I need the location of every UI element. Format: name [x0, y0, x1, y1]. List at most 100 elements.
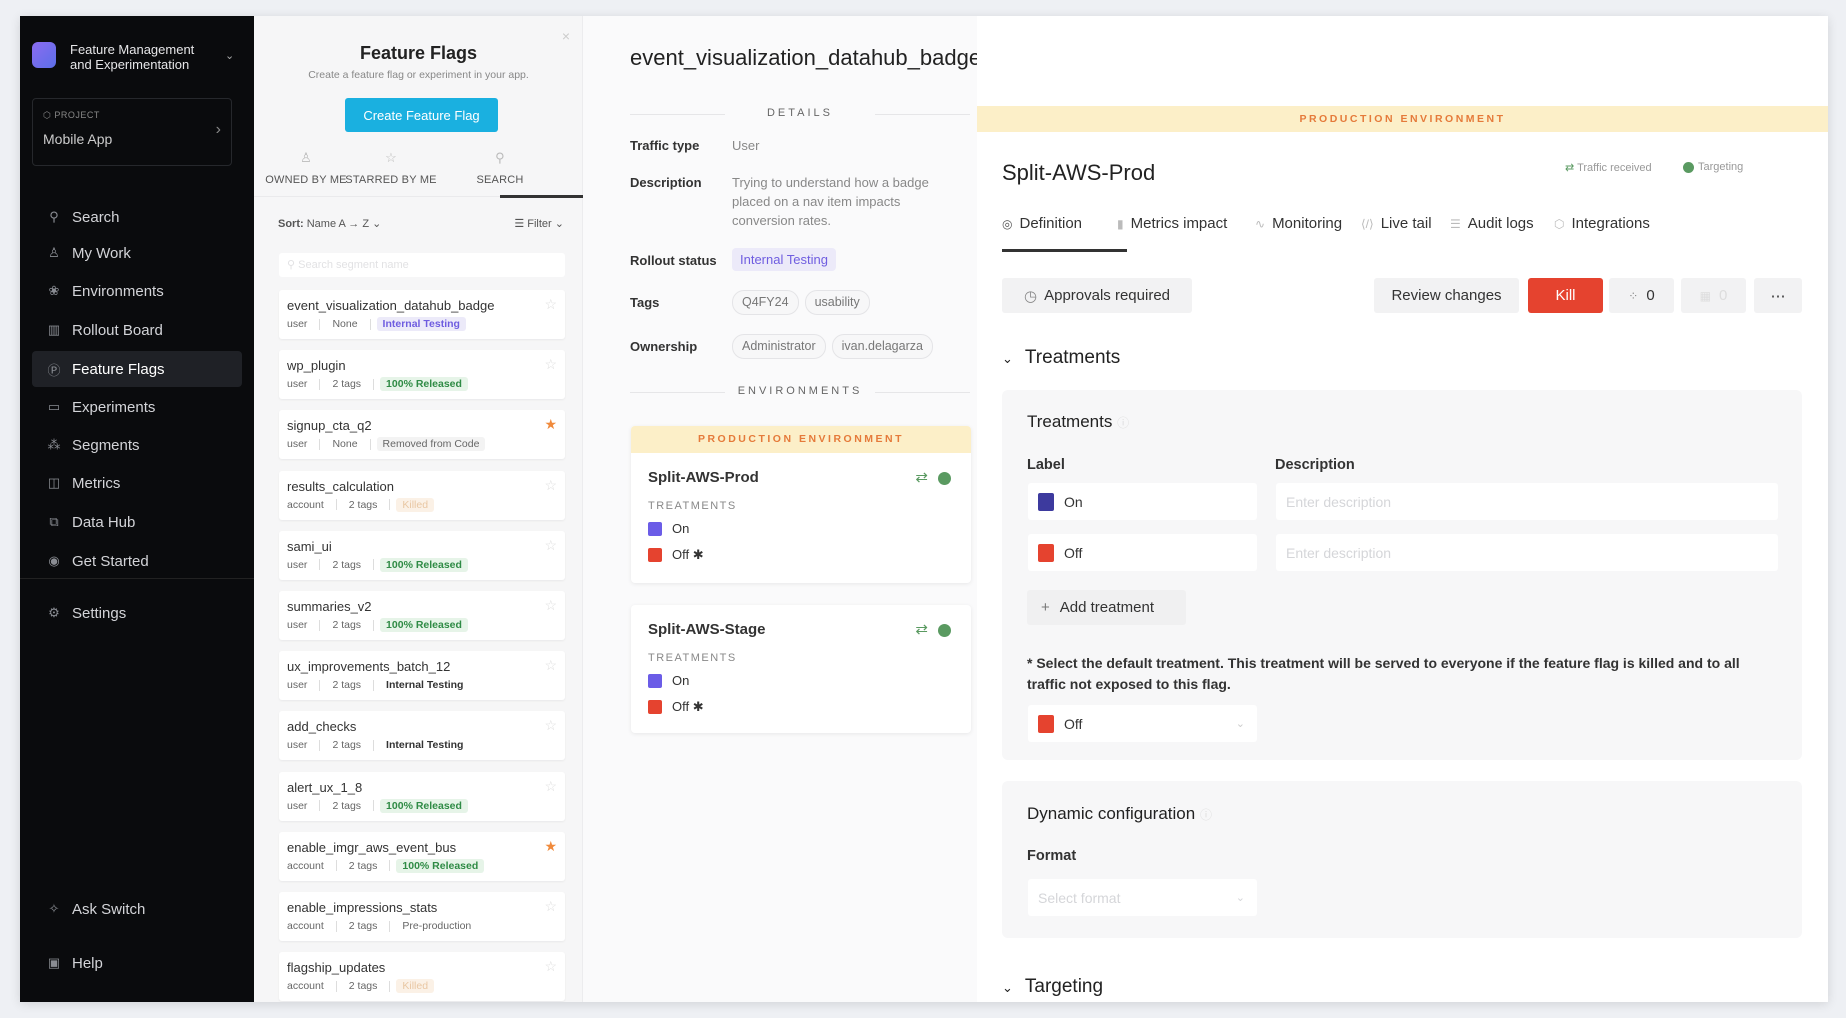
flag-list-item[interactable]: signup_cta_q2 user None Removed from Code …: [279, 410, 565, 460]
search-icon: ⚲: [49, 209, 59, 224]
flag-icon: Ⓟ: [47, 362, 61, 378]
chevron-right-icon: ›: [215, 121, 221, 138]
tag-pill[interactable]: Q4FY24: [732, 290, 799, 315]
ownership-label: Ownership: [630, 339, 698, 354]
project-selector[interactable]: ⬡ PROJECT Mobile App ›: [32, 98, 232, 166]
flag-list-panel: × Feature Flags Create a feature flag or…: [254, 16, 583, 1002]
environment-card-prod[interactable]: PRODUCTION ENVIRONMENT Split-AWS-Prod ⇄ …: [631, 426, 971, 583]
metrics-icon: ◫: [47, 475, 61, 490]
owner-pill[interactable]: ivan.delagarza: [831, 334, 933, 359]
star-icon[interactable]: ☆: [544, 958, 557, 975]
divider: [20, 578, 254, 579]
close-icon[interactable]: ×: [561, 28, 570, 44]
star-icon[interactable]: ☆: [544, 296, 557, 312]
star-icon[interactable]: ☆: [544, 657, 557, 674]
sidebar-item-metrics[interactable]: ◫ Metrics: [47, 474, 121, 492]
star-icon[interactable]: ☆: [544, 536, 557, 553]
flag-list-item[interactable]: alert_ux_1_8 user 2 tags 100% Released ☆: [279, 771, 565, 821]
info-icon[interactable]: ⓘ: [1199, 808, 1212, 822]
status-dot: [1683, 161, 1694, 173]
calendar-icon: ▦: [1699, 288, 1711, 303]
treatment-color-swatch[interactable]: [1038, 492, 1054, 511]
flag-list-item[interactable]: flagship_updates account 2 tags Killed ☆: [279, 952, 565, 1002]
tab-starred-by-me[interactable]: ☆ STARRED BY ME: [341, 150, 441, 186]
treatment-description-input[interactable]: Enter description: [1276, 483, 1778, 520]
owners-list: Administrator ivan.delagarza: [732, 334, 939, 359]
sidebar-item-search[interactable]: ⚲ Search: [32, 199, 242, 235]
star-icon[interactable]: ★: [544, 837, 557, 854]
info-icon[interactable]: ⓘ: [1117, 416, 1130, 430]
flag-list-item[interactable]: results_calculation account 2 tags Killed …: [279, 470, 565, 520]
sidebar-item-get-started[interactable]: ◉ Get Started: [32, 543, 242, 579]
sidebar-item-experiments[interactable]: ▭ Experiments: [47, 398, 156, 416]
sidebar-item-rollout-board[interactable]: ▥ Rollout Board: [47, 321, 163, 339]
sort-dropdown[interactable]: Sort: Name A → Z ⌄: [278, 218, 382, 230]
sidebar-item-data-hub[interactable]: ⧉ Data Hub: [32, 504, 242, 540]
schedule-count-button[interactable]: ▦ 0: [1681, 278, 1746, 313]
sidebar-item-environments[interactable]: ❀ Environments: [32, 273, 242, 309]
tab-metrics-impact[interactable]: ▮ Metrics impact: [1117, 215, 1228, 232]
sidebar-item-settings[interactable]: ⚙ Settings: [32, 595, 242, 631]
sidebar-item-ask-switch[interactable]: ✧ Ask Switch: [32, 891, 242, 927]
kill-button[interactable]: Kill: [1528, 278, 1603, 313]
more-options-icon[interactable]: ⋯: [1754, 278, 1802, 313]
tab-definition[interactable]: ◎ Definition: [1002, 215, 1083, 232]
star-icon[interactable]: ☆: [544, 356, 557, 373]
description-value: Trying to understand how a badge placed …: [732, 175, 929, 228]
data-hub-icon: ⧉: [49, 514, 59, 529]
status-badge: 100% Released: [396, 858, 485, 873]
treatment-description-input[interactable]: Enter description: [1276, 534, 1778, 571]
treatment-color-swatch[interactable]: [1038, 543, 1054, 562]
filter-button[interactable]: ☰ Filter ⌄: [514, 218, 564, 230]
star-icon[interactable]: ☆: [544, 717, 557, 734]
owner-pill[interactable]: Administrator: [732, 334, 826, 359]
flag-list-item[interactable]: sami_ui user 2 tags 100% Released ☆: [279, 530, 565, 580]
flag-list-item[interactable]: summaries_v2 user 2 tags 100% Released ☆: [279, 591, 565, 640]
star-icon[interactable]: ☆: [544, 597, 557, 613]
treatment-label-input[interactable]: On: [1028, 483, 1257, 520]
sidebar-item-segments[interactable]: ⁂ Segments: [47, 436, 140, 454]
star-icon[interactable]: ☆: [544, 476, 557, 493]
create-feature-flag-button[interactable]: Create Feature Flag: [345, 98, 498, 132]
tab-search[interactable]: ⚲ SEARCH: [450, 150, 550, 186]
rollout-status-badge[interactable]: Internal Testing: [732, 248, 836, 271]
rollout-status-label: Rollout status: [630, 253, 717, 268]
star-icon[interactable]: ☆: [544, 777, 557, 794]
tags-label: Tags: [630, 295, 660, 310]
tab-live-tail[interactable]: ⟨/⟩ Live tail: [1361, 215, 1432, 232]
flag-list-item[interactable]: add_checks user 2 tags Internal Testing ☆: [279, 711, 565, 761]
sidebar: Feature Management and Experimentation ⌄ …: [20, 16, 254, 1002]
sidebar-item-my-work[interactable]: ♙ My Work: [32, 235, 242, 271]
review-changes-button[interactable]: Review changes: [1374, 278, 1519, 313]
flag-list-item[interactable]: wp_plugin user 2 tags 100% Released ☆: [279, 350, 565, 400]
tab-integrations[interactable]: ⬡ Integrations: [1554, 215, 1650, 232]
default-treatment-select[interactable]: Off ⌄: [1028, 705, 1257, 742]
star-icon[interactable]: ☆: [544, 898, 557, 914]
star-icon[interactable]: ★: [544, 416, 557, 433]
format-select[interactable]: Select format ⌄: [1028, 879, 1257, 916]
flag-list-item[interactable]: enable_imgr_aws_event_bus account 2 tags 1…: [279, 831, 565, 881]
flag-list-item[interactable]: enable_impressions_stats account 2 tags Pr…: [279, 892, 565, 941]
sidebar-item-help[interactable]: ▣ Help: [47, 954, 103, 972]
tag-pill[interactable]: usability: [804, 290, 870, 315]
tab-monitoring[interactable]: ∿ Monitoring: [1255, 215, 1343, 232]
add-treatment-button[interactable]: + Add treatment: [1027, 590, 1186, 625]
tab-owned-by-me[interactable]: ♙ OWNED BY ME: [256, 150, 356, 186]
format-label: Format: [1027, 848, 1077, 864]
search-icon: ⚲: [495, 150, 505, 165]
environment-card-stage[interactable]: Split-AWS-Stage ⇄ TREATMENTS On Off ✱: [631, 605, 971, 733]
tab-audit-logs[interactable]: ☰ Audit logs: [1450, 215, 1534, 232]
environment-name: Split-AWS-Prod: [648, 469, 759, 486]
chevron-down-icon[interactable]: ⌄: [225, 50, 235, 62]
app-name[interactable]: Feature Management and Experimentation: [70, 42, 195, 72]
flag-list-item[interactable]: ux_improvements_batch_12 user 2 tags Inter…: [279, 651, 565, 701]
treatment-label-input[interactable]: Off: [1028, 534, 1257, 571]
segments-count-button[interactable]: ⁘ 0: [1609, 278, 1674, 313]
treatments-section-toggle[interactable]: ⌄ Treatments: [1002, 347, 1121, 368]
targeting-section-toggle[interactable]: ⌄ Targeting: [1002, 976, 1104, 997]
treatments-title: Treatments: [1027, 412, 1113, 431]
approvals-required-button[interactable]: ◷ Approvals required: [1002, 278, 1192, 313]
flag-list-item[interactable]: event_visualization_datahub_badge user No…: [279, 290, 565, 339]
search-input[interactable]: ⚲ Search segment name: [279, 253, 565, 277]
sidebar-item-feature-flags[interactable]: Ⓟ Feature Flags: [32, 351, 242, 387]
